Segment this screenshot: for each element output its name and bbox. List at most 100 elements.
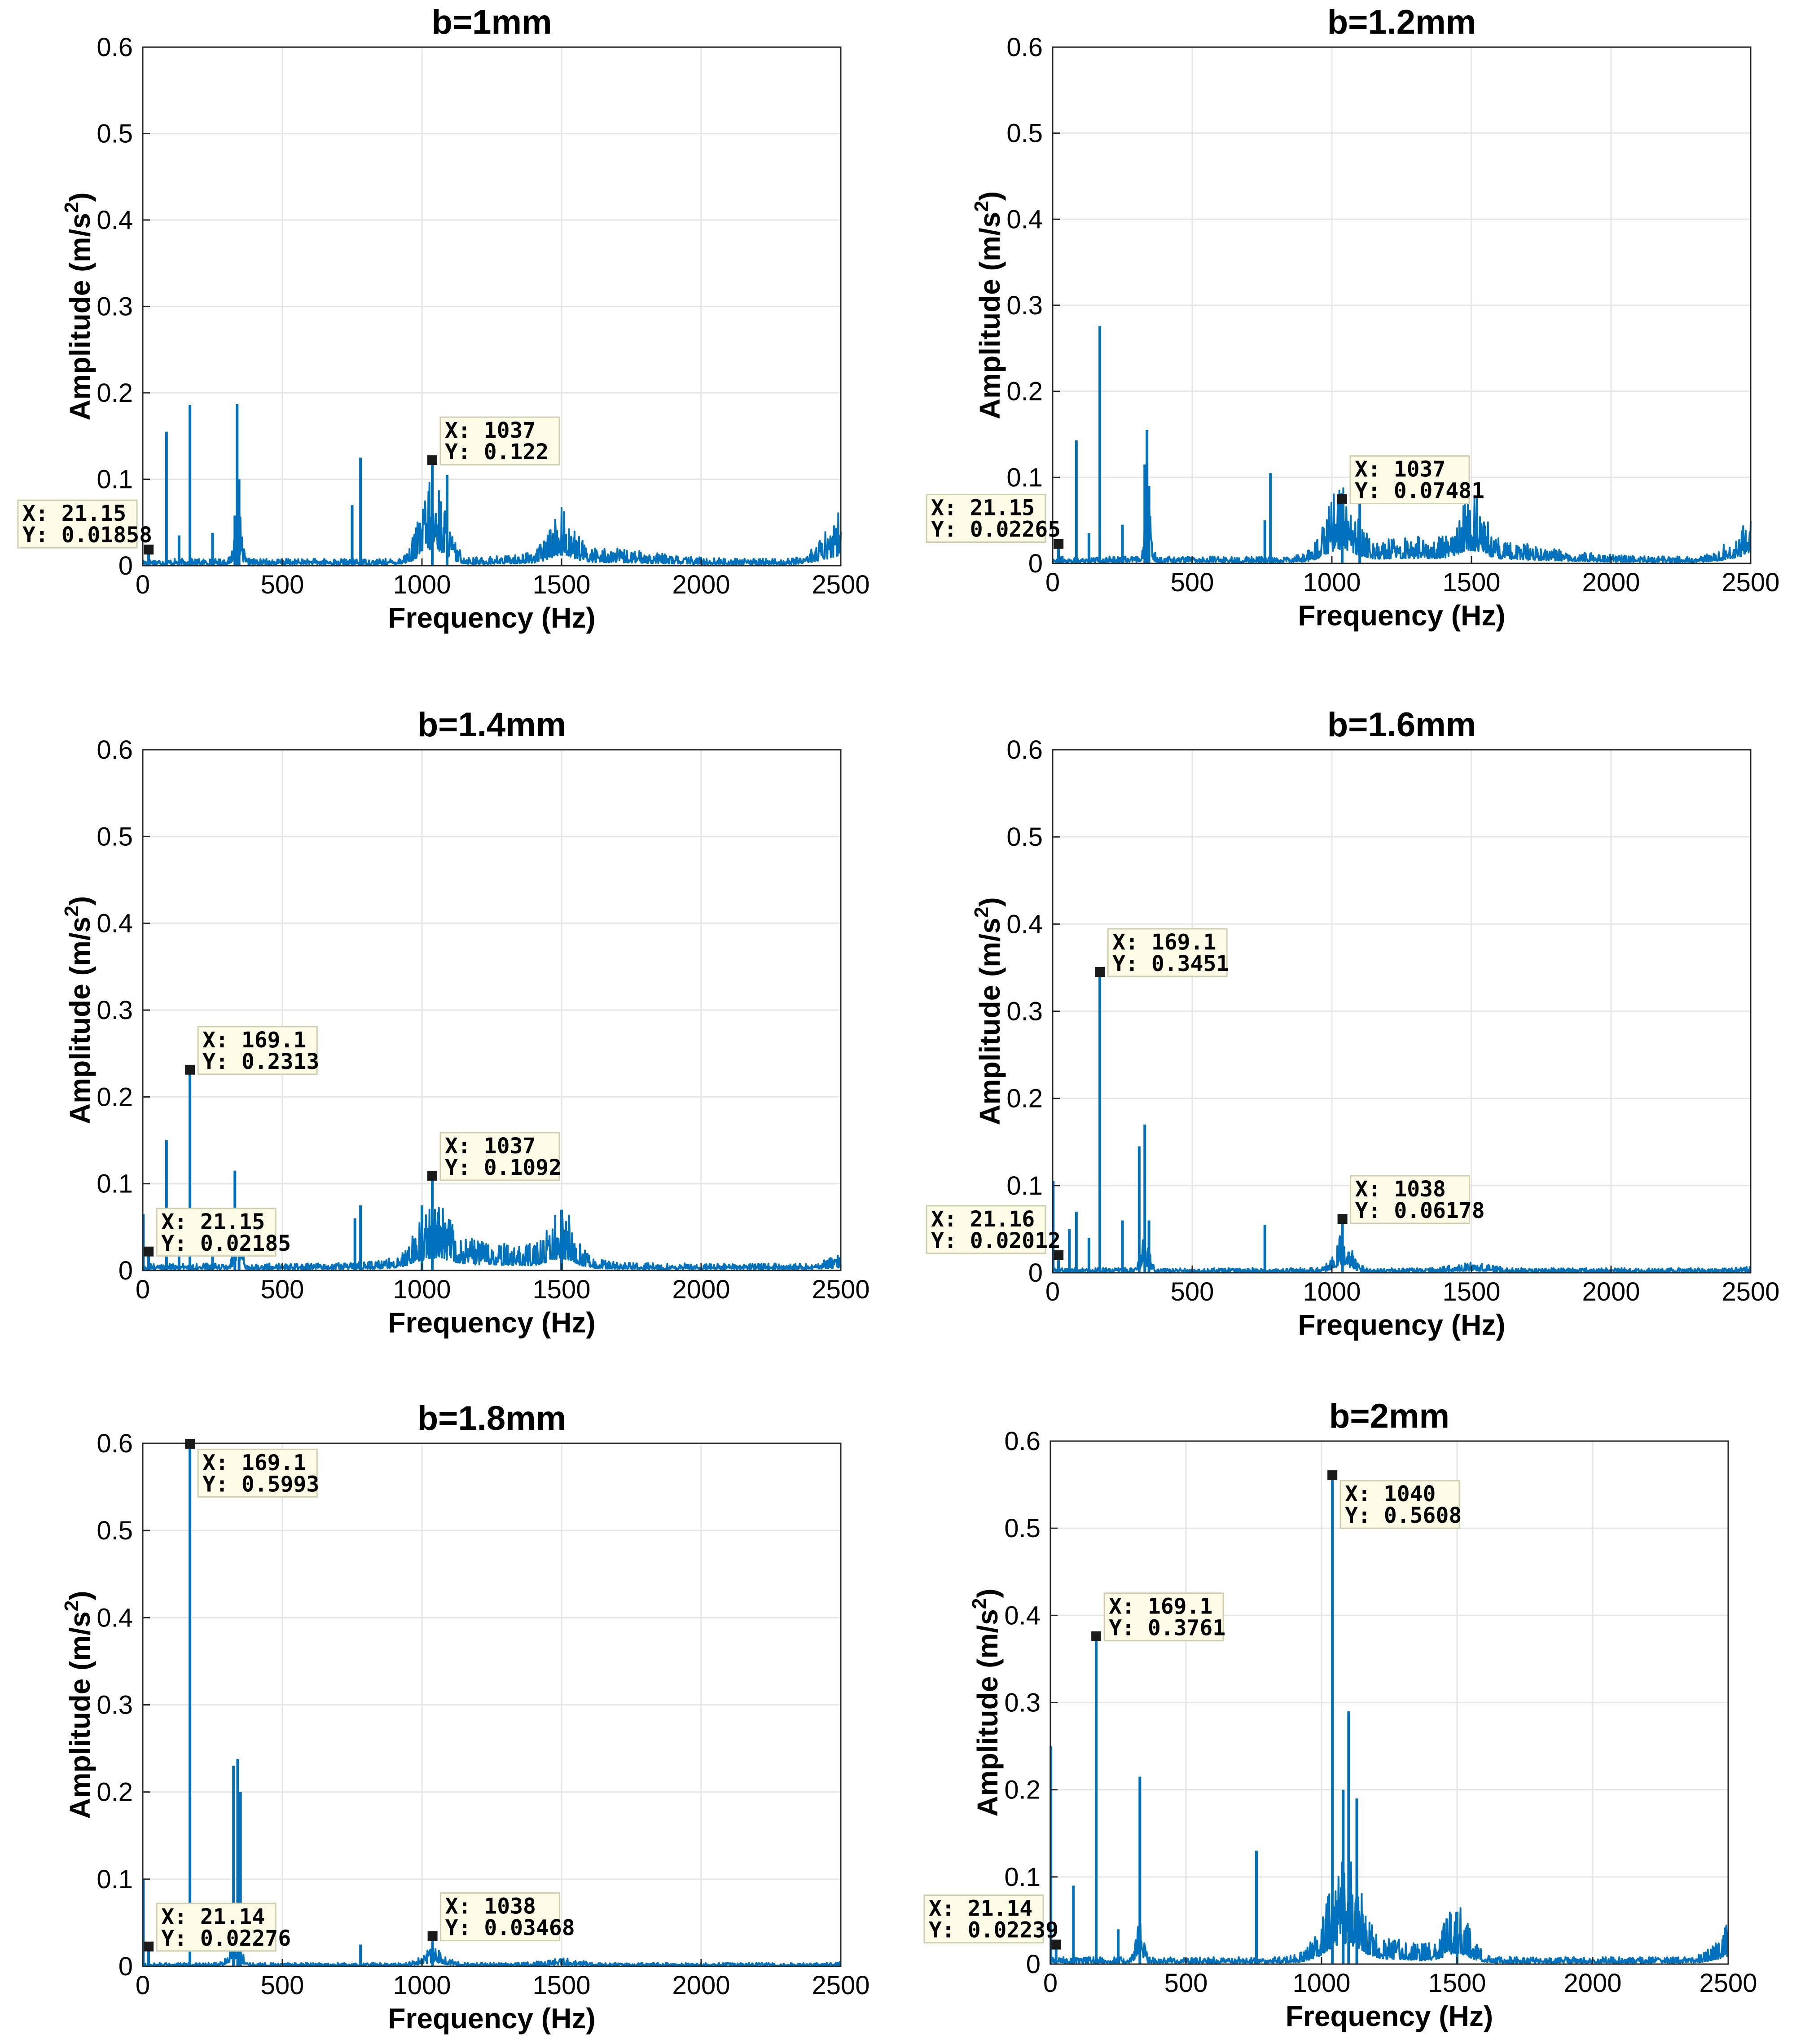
x-tick-label: 0: [1045, 1277, 1060, 1306]
x-tick-label: 500: [261, 1971, 304, 2000]
data-tip[interactable]: X: 21.15Y: 0.02265: [926, 494, 1064, 549]
chart-title: b=1.2mm: [1327, 3, 1476, 41]
data-tip[interactable]: X: 21.15Y: 0.01858: [17, 499, 154, 555]
y-tick-label: 0.5: [97, 822, 133, 851]
data-tip-box: [1350, 1175, 1471, 1224]
x-tick-label: 2500: [1721, 1277, 1779, 1306]
x-tick-label: 500: [261, 570, 304, 599]
data-tip[interactable]: X: 21.16Y: 0.02012: [926, 1205, 1064, 1260]
data-tip-x: X: 1038: [445, 1894, 536, 1919]
data-tip-marker: [185, 1439, 195, 1449]
y-tick-label: 0.2: [1006, 377, 1043, 406]
data-tip-x: X: 21.14: [161, 1904, 265, 1930]
chart-title: b=1mm: [431, 3, 552, 41]
x-tick-label: 2500: [812, 1971, 869, 2000]
x-tick-label: 1500: [1428, 1969, 1486, 1998]
x-tick-label: 1000: [1292, 1969, 1350, 1998]
data-tip-x: X: 169.1: [202, 1450, 306, 1475]
y-tick-label: 0.6: [1006, 33, 1043, 62]
chart-panel-4: 0 500 1000 1500 2000 2500 0 0.1 0.2 0.3 0.4 0.5 0.6 b…: [926, 706, 1780, 1341]
chart-panel-3: 0 500 1000 1500 2000 2500 0 0.1 0.2 0.3 0.4 0.5 0.6 b…: [61, 706, 870, 1339]
data-tip-marker: [1051, 1939, 1061, 1950]
data-tip-marker: [144, 1246, 154, 1257]
data-tip-box: [156, 1903, 277, 1952]
y-tick-label: 0.1: [97, 1865, 133, 1894]
y-tick-label: 0.6: [97, 735, 133, 765]
data-tip[interactable]: X: 169.1Y: 0.3761: [1091, 1592, 1225, 1642]
data-tip-marker: [427, 455, 438, 466]
data-tip-y: Y: 0.07481: [1355, 479, 1484, 504]
y-tick-label: 0.2: [97, 378, 133, 408]
data-tip-box: [1107, 928, 1228, 977]
chart-panel-6: 0 500 1000 1500 2000 2500 0 0.1 0.2 0.3 0.4 0.5 0.6 b…: [923, 1397, 1757, 2032]
data-tip[interactable]: X: 169.1Y: 0.3451: [1095, 928, 1229, 977]
x-tick-label: 2500: [1721, 568, 1779, 597]
data-tip-box: [17, 499, 138, 549]
x-tick-label: 500: [261, 1275, 304, 1304]
y-tick-label: 0.4: [1006, 205, 1043, 234]
y-tick-label: 0.4: [97, 909, 133, 938]
chart-panel-2: 0 500 1000 1500 2000 2500 0 0.1 0.2 0.3 0.4 0.5 0.6 b…: [926, 3, 1780, 632]
data-tip[interactable]: X: 21.14Y: 0.02276: [144, 1903, 291, 1952]
y-axis-label: Amplitude (m/s2): [968, 1588, 1004, 1816]
data-tip-y: Y: 0.02276: [161, 1926, 291, 1951]
x-tick-label: 1500: [1442, 568, 1500, 597]
data-tip-x: X: 1038: [1355, 1177, 1446, 1202]
data-tip-box: [926, 494, 1046, 543]
data-tip[interactable]: X: 169.1Y: 0.2313: [185, 1026, 319, 1075]
x-axis-label: Frequency (Hz): [1298, 1309, 1505, 1341]
y-tick-label: 0.3: [1006, 291, 1043, 320]
x-tick-label: 500: [1164, 1969, 1208, 1998]
spectrum-line: [142, 1207, 842, 1270]
data-tip[interactable]: X: 21.15Y: 0.02185: [144, 1208, 291, 1257]
data-tip-marker: [144, 1941, 154, 1952]
x-tick-label: 2500: [1699, 1969, 1757, 1998]
y-tick-label: 0.3: [1004, 1688, 1041, 1718]
spectrum-line: [1052, 1235, 1752, 1273]
data-tip-marker: [1337, 494, 1348, 504]
data-tip-marker: [1095, 967, 1105, 977]
x-tick-label: 1000: [1303, 1277, 1361, 1306]
y-tick-label: 0.2: [1006, 1084, 1043, 1113]
data-tip-x: X: 1037: [445, 1134, 536, 1159]
x-axis-label: Frequency (Hz): [388, 1306, 595, 1339]
y-tick-label: 0.3: [97, 996, 133, 1025]
x-axis-label: Frequency (Hz): [388, 602, 595, 634]
data-tip-y: Y: 0.5608: [1345, 1503, 1462, 1528]
data-tip-marker: [1327, 1470, 1338, 1481]
data-tip-y: Y: 0.06178: [1355, 1198, 1485, 1223]
data-tip-x: X: 21.15: [161, 1209, 265, 1235]
x-tick-label: 2500: [812, 1275, 869, 1304]
data-tip-box: [1349, 455, 1470, 505]
data-tip-marker: [1054, 1250, 1064, 1260]
y-tick-label: 0: [1028, 549, 1043, 578]
data-tip-box: [439, 1132, 560, 1181]
data-tip-x: X: 1037: [445, 418, 536, 443]
y-axis-label: Amplitude (m/s2): [61, 192, 96, 420]
data-tip[interactable]: X: 21.14Y: 0.02239: [923, 1895, 1061, 1950]
chart-title: b=1.8mm: [417, 1399, 566, 1437]
y-tick-label: 0.2: [97, 1778, 133, 1807]
x-tick-label: 0: [136, 1275, 150, 1304]
data-tip[interactable]: X: 169.1Y: 0.5993: [185, 1439, 319, 1498]
y-tick-label: 0.4: [97, 206, 133, 235]
data-tip-marker: [1337, 1214, 1348, 1224]
y-tick-label: 0.1: [97, 1169, 133, 1199]
y-tick-label: 0: [1028, 1258, 1043, 1288]
x-tick-label: 0: [136, 1971, 150, 2000]
y-tick-label: 0.4: [97, 1603, 133, 1632]
y-tick-label: 0.5: [97, 119, 133, 149]
chart-title: b=1.6mm: [1327, 706, 1476, 744]
data-tip-marker: [144, 545, 154, 555]
y-tick-label: 0: [119, 551, 133, 580]
x-tick-label: 1500: [532, 570, 590, 599]
data-tip-box: [439, 416, 560, 466]
data-tip-x: X: 1040: [1345, 1481, 1436, 1507]
